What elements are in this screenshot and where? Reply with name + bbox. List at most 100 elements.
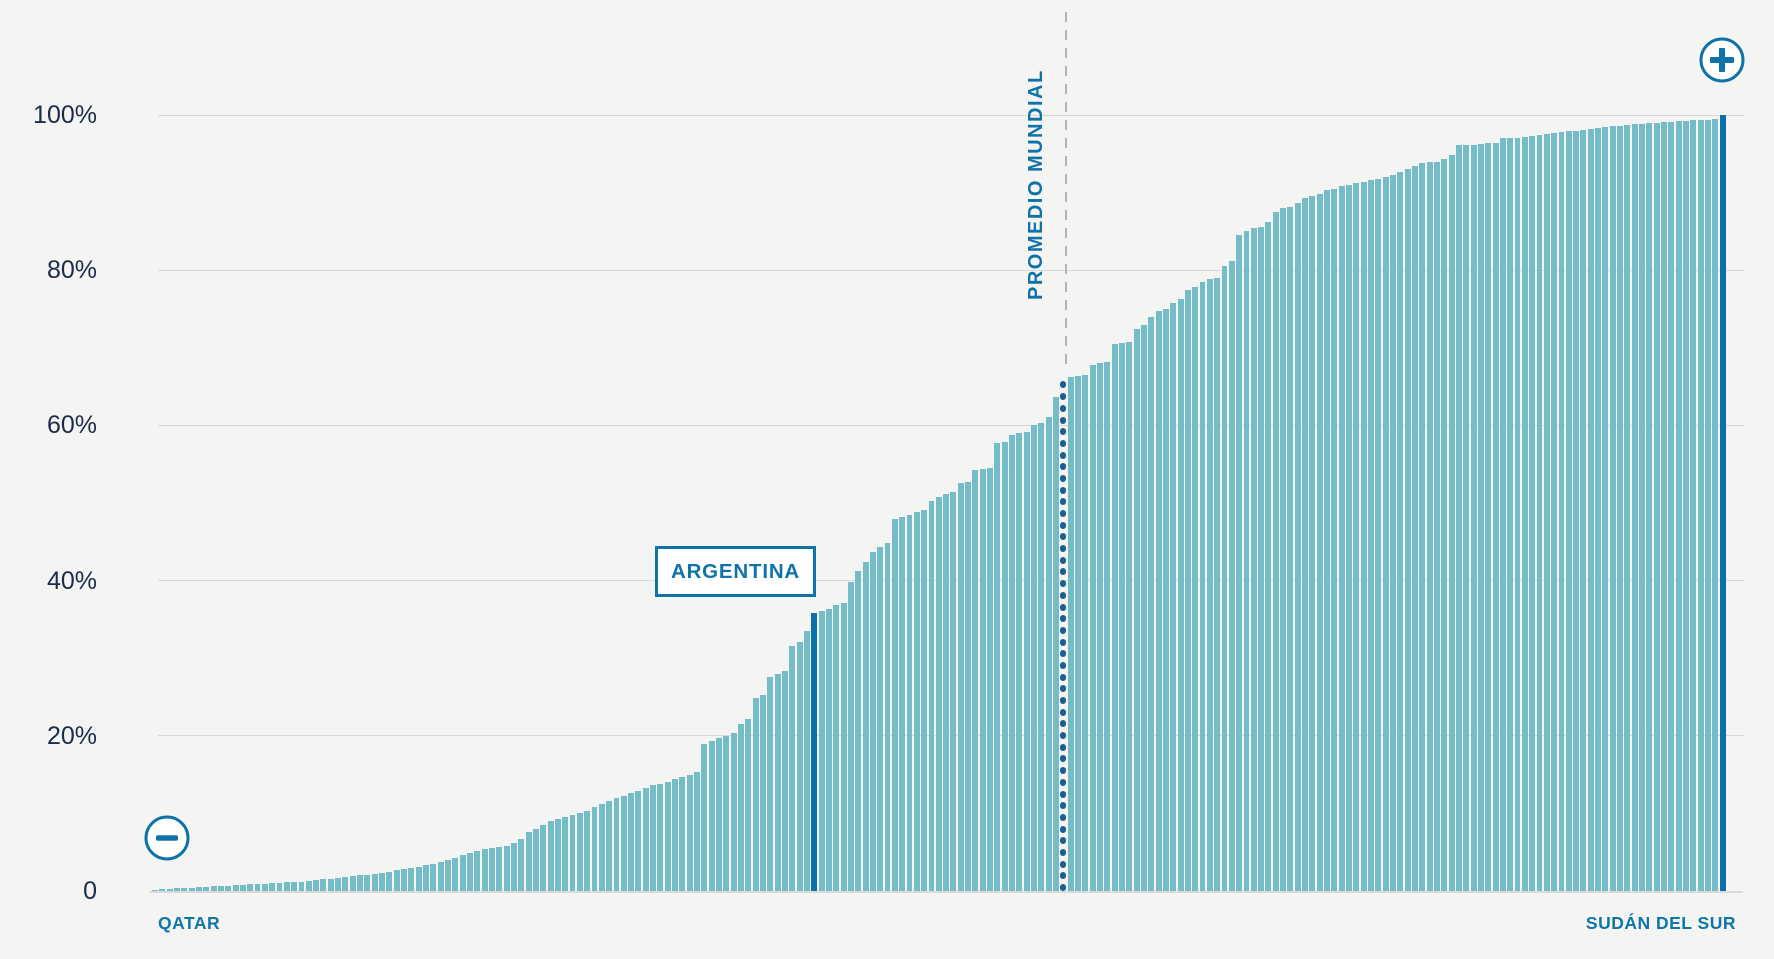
bar[interactable] [1294, 203, 1301, 891]
bar[interactable] [921, 509, 928, 891]
bar[interactable] [818, 610, 825, 891]
bar[interactable] [1602, 127, 1609, 891]
bar[interactable] [943, 493, 950, 891]
bar[interactable] [1653, 122, 1660, 891]
bar[interactable] [1236, 235, 1243, 891]
bar[interactable] [1470, 144, 1477, 891]
bar[interactable] [445, 859, 451, 891]
bar[interactable] [950, 492, 957, 891]
bar[interactable] [584, 811, 591, 891]
bar[interactable] [423, 865, 429, 891]
bar[interactable] [496, 846, 503, 891]
bar[interactable] [459, 855, 466, 891]
bar[interactable] [1324, 190, 1331, 891]
bar[interactable] [152, 890, 158, 891]
bar[interactable] [1536, 135, 1543, 891]
bar[interactable] [1382, 177, 1389, 891]
bar[interactable] [1170, 302, 1177, 891]
bar[interactable] [965, 482, 972, 891]
bar[interactable] [232, 885, 239, 891]
bar[interactable] [1192, 287, 1199, 891]
bar[interactable] [1250, 228, 1257, 891]
bar[interactable] [606, 800, 613, 891]
bar[interactable] [1353, 183, 1360, 891]
bar[interactable] [1214, 277, 1221, 891]
bar[interactable] [1631, 124, 1638, 891]
bar[interactable] [1023, 431, 1030, 891]
bar[interactable] [657, 783, 664, 891]
bar[interactable] [1097, 363, 1103, 891]
zoom-out-button[interactable] [144, 815, 190, 861]
bar[interactable] [247, 884, 254, 891]
bar[interactable] [401, 869, 407, 891]
bar[interactable] [1543, 133, 1550, 891]
bar[interactable] [1573, 130, 1580, 891]
bar[interactable] [1133, 329, 1140, 891]
bar[interactable] [1045, 416, 1052, 891]
bar[interactable] [1346, 184, 1352, 891]
bar[interactable] [1624, 125, 1631, 891]
bar[interactable] [1155, 310, 1162, 891]
bar[interactable] [1118, 343, 1125, 891]
bar[interactable] [979, 468, 986, 891]
bar[interactable] [1075, 375, 1081, 891]
bar[interactable] [1397, 172, 1404, 891]
bar[interactable] [1565, 131, 1572, 891]
bar[interactable] [1683, 120, 1689, 891]
bar[interactable] [1499, 138, 1506, 891]
bar[interactable] [276, 882, 283, 891]
bar[interactable] [1661, 121, 1667, 891]
bar[interactable] [1067, 376, 1074, 891]
bar[interactable] [1521, 136, 1528, 891]
bar[interactable] [1485, 143, 1492, 891]
bar[interactable] [1162, 309, 1169, 891]
bar[interactable] [613, 797, 620, 891]
bar[interactable] [782, 670, 788, 891]
bar[interactable] [532, 828, 539, 891]
bar[interactable] [1338, 186, 1345, 891]
bar[interactable] [635, 790, 642, 891]
bar[interactable] [554, 818, 561, 891]
bar[interactable] [562, 816, 569, 891]
bar[interactable] [1316, 194, 1323, 891]
bar[interactable] [481, 849, 488, 891]
bar[interactable] [1360, 181, 1367, 891]
bar[interactable] [774, 673, 781, 891]
bar[interactable] [474, 850, 481, 891]
bar[interactable] [488, 848, 495, 891]
bar-argentina[interactable] [811, 613, 818, 891]
bar[interactable] [408, 868, 415, 891]
bar[interactable] [1184, 289, 1191, 891]
bar[interactable] [591, 807, 598, 891]
bar[interactable] [452, 857, 459, 891]
bar[interactable] [1529, 135, 1536, 891]
bar[interactable] [825, 608, 832, 891]
bar[interactable] [906, 515, 913, 891]
bar[interactable] [357, 875, 364, 891]
bar[interactable] [386, 871, 393, 891]
bar[interactable] [217, 885, 224, 891]
bar[interactable] [1463, 144, 1470, 891]
bar[interactable] [1419, 163, 1426, 891]
bar[interactable] [1016, 433, 1023, 891]
bar[interactable] [342, 877, 349, 891]
bar[interactable] [430, 863, 437, 891]
bar[interactable] [723, 735, 730, 891]
bar[interactable] [760, 694, 766, 891]
bar[interactable] [679, 776, 686, 891]
bar[interactable] [298, 881, 305, 891]
bar[interactable] [1126, 341, 1133, 891]
bar[interactable] [891, 518, 898, 891]
bar[interactable] [364, 874, 371, 891]
bar[interactable] [994, 443, 1001, 891]
bar[interactable] [796, 641, 803, 891]
bar[interactable] [862, 561, 869, 891]
bar[interactable] [767, 676, 774, 891]
bar[interactable] [1441, 159, 1448, 891]
bar[interactable] [957, 482, 964, 891]
bar[interactable] [1668, 121, 1675, 891]
bar[interactable] [708, 741, 715, 891]
bar[interactable] [1053, 396, 1059, 891]
bar[interactable] [913, 512, 920, 891]
bar[interactable] [752, 697, 759, 891]
